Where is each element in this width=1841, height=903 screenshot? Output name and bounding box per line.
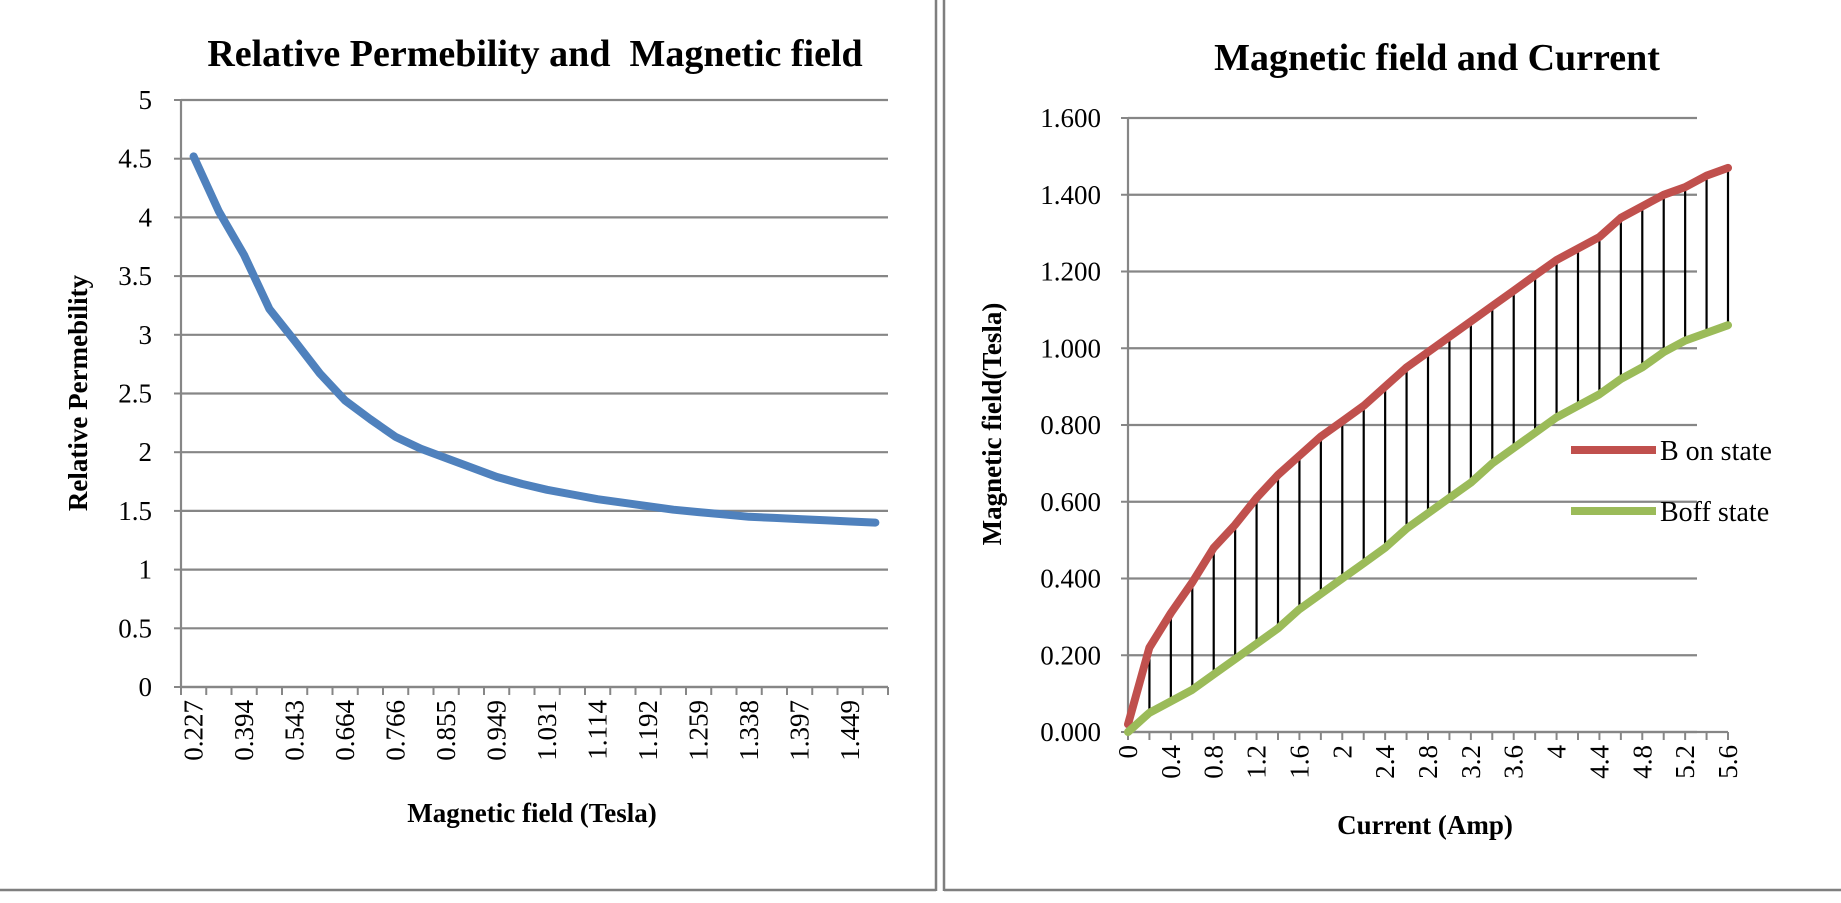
- x-tick-label: 5.2: [1670, 745, 1700, 779]
- x-tick-label: 2.4: [1370, 745, 1400, 779]
- y-tick-label: 1.400: [1040, 180, 1101, 210]
- y-tick-label: 5: [139, 85, 153, 115]
- x-tick-label: 1.031: [532, 700, 562, 761]
- y-tick-label: 2: [139, 437, 153, 467]
- x-tick-label: 0.766: [381, 700, 411, 761]
- x-tick-label: 0.394: [229, 700, 259, 761]
- x-tick-label: 1.338: [734, 700, 764, 761]
- chart-title: Magnetic field and Current: [1214, 37, 1660, 79]
- x-tick-label: 0.4: [1156, 745, 1186, 779]
- y-axis-title: Magnetic field(Tesla): [977, 303, 1007, 546]
- x-tick-label: 1.397: [785, 700, 815, 761]
- y-tick-label: 4.5: [118, 144, 152, 174]
- y-tick-label: 0.400: [1040, 564, 1101, 594]
- x-axis: [1126, 118, 1729, 740]
- hi-lo-lines: [1148, 167, 1730, 713]
- x-tick-label: 2: [1327, 745, 1357, 759]
- gridlines: [174, 98, 888, 689]
- y-tick-label: 1: [139, 555, 153, 585]
- series-group: [189, 152, 880, 527]
- x-tick-label: 0.664: [330, 700, 360, 761]
- x-tick-label: 3.2: [1456, 745, 1486, 779]
- y-tick-label: 0.5: [118, 613, 152, 643]
- series-line: [189, 152, 880, 527]
- y-tick-label: 2.5: [118, 379, 152, 409]
- series-group: [1124, 163, 1732, 736]
- series-line: [1124, 163, 1732, 729]
- x-tick-label: 0.8: [1199, 745, 1229, 779]
- chart-title: Relative Permebility and Magnetic field: [207, 33, 862, 75]
- x-axis-title: Magnetic field (Tesla): [407, 798, 656, 828]
- legend-label-b-on: B on state: [1660, 436, 1772, 467]
- y-tick-label: 3: [139, 320, 153, 350]
- gridlines: [1121, 116, 1697, 734]
- x-tick-label: 3.6: [1499, 745, 1529, 779]
- x-axis: [179, 100, 889, 695]
- y-tick-label: 0.000: [1040, 717, 1101, 747]
- y-tick-label: 1.5: [118, 496, 152, 526]
- x-tick-label: 1.114: [583, 700, 613, 760]
- chart-magnetic-field-current: Magnetic field and Current Current (Amp)…: [977, 37, 1772, 840]
- y-tick-labels: 0.000 0.200 0.400 0.600 0.800 1.000 1.200 1.400…: [1040, 103, 1101, 747]
- x-tick-label: 1.192: [633, 700, 663, 761]
- chart-relative-permeability: Relative Permebility and Magnetic field …: [63, 33, 889, 828]
- x-tick-label: 0.543: [280, 700, 310, 761]
- y-tick-label: 1.600: [1040, 103, 1101, 133]
- y-tick-label: 1.000: [1040, 333, 1101, 363]
- x-tick-label: 4.8: [1627, 745, 1657, 779]
- x-tick-label: 5.6: [1713, 745, 1743, 779]
- x-tick-label: 0.227: [179, 700, 209, 761]
- x-axis-title: Current (Amp): [1337, 810, 1513, 840]
- y-tick-label: 1.200: [1040, 257, 1101, 287]
- y-axis-title: Relative Permebility: [63, 274, 93, 511]
- x-tick-labels: 0 0.4 0.8 1.2 1.6 2 2.4 2.8 3.2 3.6 4 4.4 4.8 5.2 5.6: [1113, 745, 1743, 779]
- y-tick-label: 3.5: [118, 261, 152, 291]
- legend-label-b-off: Boff state: [1660, 497, 1769, 528]
- y-tick-label: 0.800: [1040, 410, 1101, 440]
- x-tick-label: 2.8: [1413, 745, 1443, 779]
- y-tick-label: 4: [139, 202, 153, 232]
- x-tick-label: 0: [1113, 745, 1143, 759]
- y-tick-label: 0.200: [1040, 640, 1101, 670]
- x-tick-label: 4.4: [1584, 745, 1614, 779]
- x-tick-label: 1.259: [684, 700, 714, 761]
- x-tick-label: 4: [1542, 745, 1572, 759]
- legend: B on state Boff state: [1571, 436, 1772, 528]
- y-tick-label: 0.600: [1040, 487, 1101, 517]
- x-tick-labels: 0.227 0.394 0.543 0.664 0.766 0.855 0.949 1.031…: [179, 700, 866, 761]
- x-tick-label: 0.949: [482, 700, 512, 761]
- y-tick-labels: 0 0.5 1 1.5 2 2.5 3 3.5 4 4.5 5: [118, 85, 152, 702]
- y-tick-label: 0: [139, 672, 153, 702]
- series-line: [1124, 321, 1732, 736]
- x-tick-label: 1.6: [1284, 745, 1314, 779]
- x-tick-label: 1.449: [835, 700, 865, 761]
- x-tick-label: 0.855: [431, 700, 461, 761]
- x-tick-label: 1.2: [1242, 745, 1272, 779]
